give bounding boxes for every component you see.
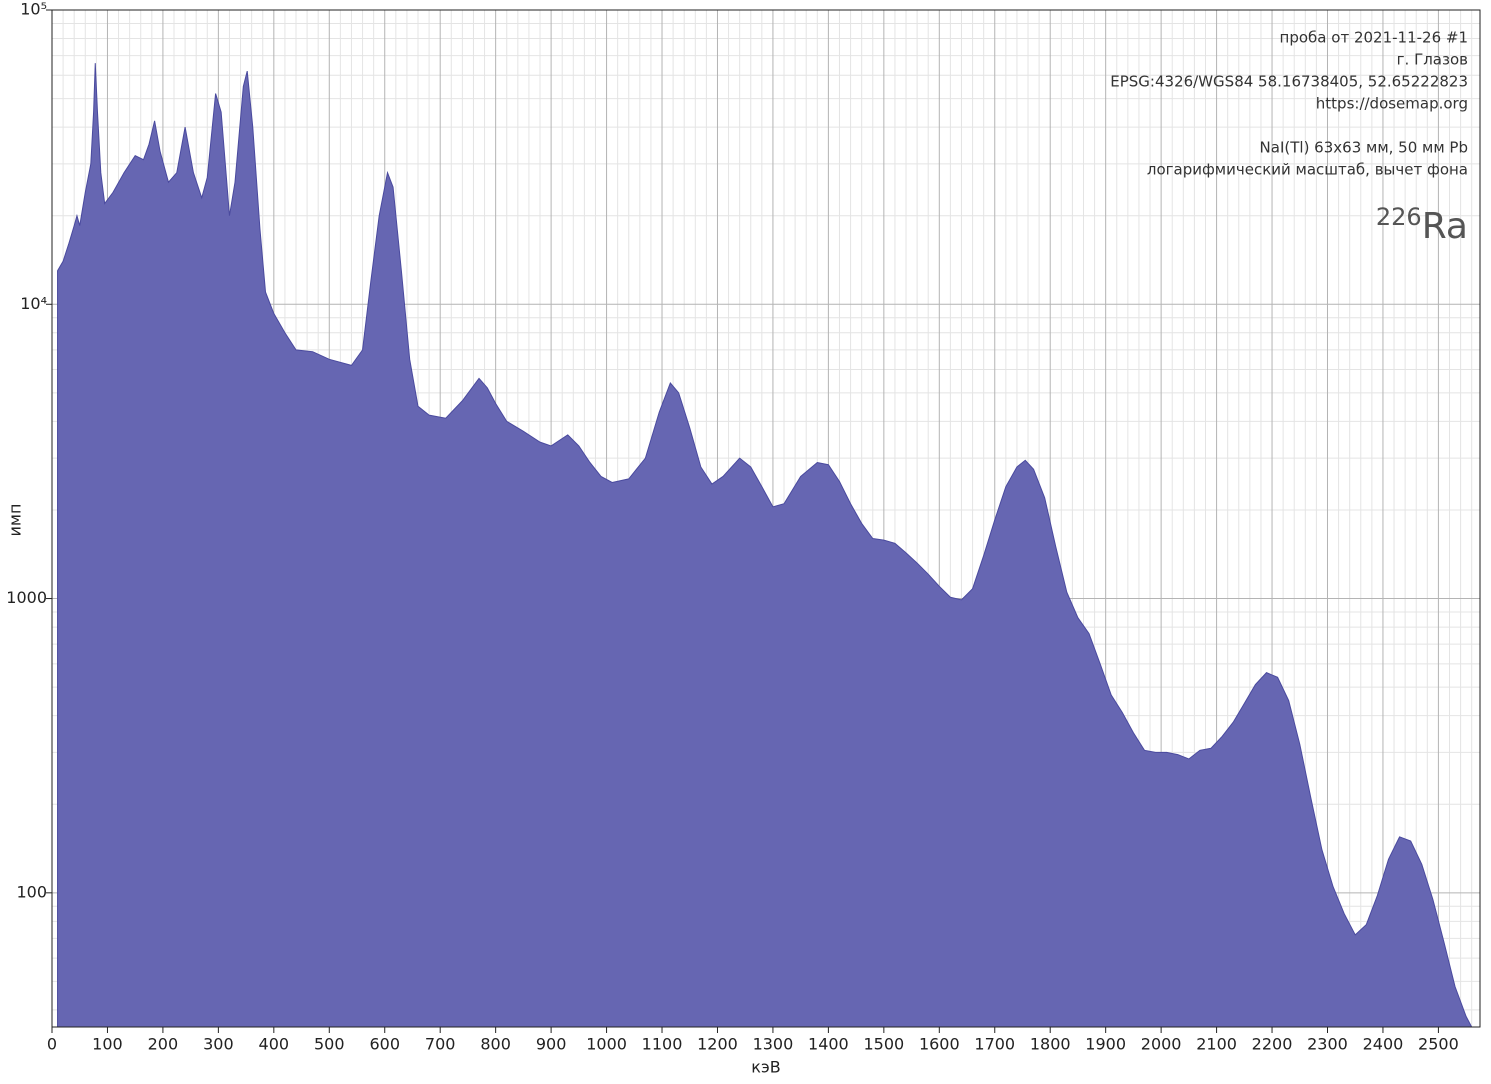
plot-frame xyxy=(51,9,1481,1028)
x-tick-label: 900 xyxy=(536,1035,567,1054)
x-tick-label: 1900 xyxy=(1085,1035,1126,1054)
y-tick-label: 100 xyxy=(16,882,47,901)
y-tick-label: 10⁴ xyxy=(20,294,47,313)
x-tick-label: 800 xyxy=(480,1035,511,1054)
x-tick-label: 0 xyxy=(47,1035,57,1054)
x-tick-label: 600 xyxy=(369,1035,400,1054)
annotation: логарифмический масштаб, вычет фона xyxy=(1147,161,1468,179)
x-tick-label: 2500 xyxy=(1418,1035,1459,1054)
x-tick-label: 1800 xyxy=(1030,1035,1071,1054)
y-axis-label: имп xyxy=(6,504,25,537)
annotation: проба от 2021-11-26 #1 xyxy=(1280,29,1468,47)
annotation: NaI(Tl) 63x63 мм, 50 мм Pb xyxy=(1260,139,1468,157)
annotation: г. Глазов xyxy=(1397,51,1468,69)
spectrum-area xyxy=(57,63,1473,1028)
x-tick-label: 2200 xyxy=(1252,1035,1293,1054)
x-tick-label: 100 xyxy=(92,1035,123,1054)
x-tick-label: 1500 xyxy=(863,1035,904,1054)
isotope-symbol: Ra xyxy=(1422,206,1468,247)
x-tick-label: 1700 xyxy=(974,1035,1015,1054)
x-tick-label: 1000 xyxy=(586,1035,627,1054)
x-tick-label: 2300 xyxy=(1307,1035,1348,1054)
x-tick-label: 1300 xyxy=(753,1035,794,1054)
y-tick-label: 10⁵ xyxy=(20,0,47,19)
annotation: https://dosemap.org xyxy=(1316,95,1468,113)
x-tick-label: 500 xyxy=(314,1035,345,1054)
x-tick-label: 2100 xyxy=(1196,1035,1237,1054)
x-tick-label: 200 xyxy=(148,1035,179,1054)
x-tick-label: 1600 xyxy=(919,1035,960,1054)
x-axis-label: кэВ xyxy=(751,1058,780,1077)
x-tick-label: 1100 xyxy=(642,1035,683,1054)
x-tick-label: 300 xyxy=(203,1035,234,1054)
x-tick-label: 700 xyxy=(425,1035,456,1054)
y-tick-label: 1000 xyxy=(6,588,47,607)
annotation: EPSG:4326/WGS84 58.16738405, 52.65222823 xyxy=(1110,73,1468,91)
isotope-label: 226Ra xyxy=(1376,203,1468,247)
x-tick-label: 400 xyxy=(259,1035,290,1054)
isotope-mass: 226 xyxy=(1376,203,1422,231)
x-tick-label: 1200 xyxy=(697,1035,738,1054)
x-tick-label: 2000 xyxy=(1141,1035,1182,1054)
x-tick-label: 1400 xyxy=(808,1035,849,1054)
x-tick-label: 2400 xyxy=(1363,1035,1404,1054)
